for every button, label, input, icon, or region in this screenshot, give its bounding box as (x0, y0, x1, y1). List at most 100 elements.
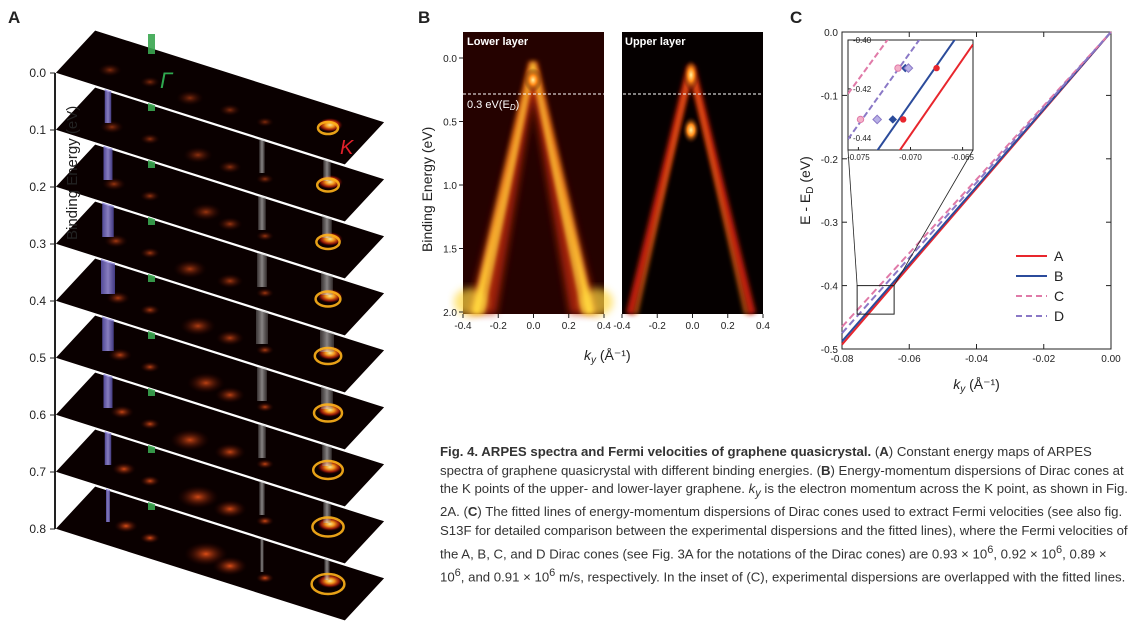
panel-b-y-tick-label: 1.0 (443, 181, 457, 192)
panel-b-x-tick-label: 0.4 (756, 321, 770, 332)
panel-b-x-tick-label: -0.2 (490, 321, 508, 332)
intensity-spot (219, 103, 241, 117)
panel-c-y-tick-label: 0.0 (824, 28, 838, 39)
intensity-spot (256, 174, 274, 184)
panel-c-x-axis-label: ky (Å⁻¹) (953, 376, 1000, 395)
panel-b-x-tick-label: 0.2 (562, 321, 576, 332)
gamma-point-label: Γ (160, 68, 174, 93)
dirac-cone-cylinder-blue (103, 366, 113, 408)
intensity-spot (217, 217, 243, 231)
k-point-cylinder (322, 204, 332, 238)
intensity-spot (140, 190, 160, 202)
k-point-cylinder (321, 375, 333, 409)
intensity-spot (256, 516, 274, 526)
k-point-ring (313, 346, 343, 366)
inset-y-tick-label: -0.40 (853, 36, 872, 45)
inset-point-c (894, 64, 902, 72)
energy-map-plane (54, 86, 386, 223)
dirac-cone-cylinder-blue (101, 252, 115, 294)
energy-map-layer (54, 81, 386, 223)
panel-b-x-tick-label: 0.0 (527, 321, 541, 332)
inset-point-d (903, 63, 914, 74)
dirac-cone-cylinder-ghost (258, 424, 266, 458)
energy-map-layer (54, 252, 386, 394)
inset-line-b (876, 40, 956, 150)
panel-b-x-axis-label: ky (Å⁻¹) (584, 347, 631, 366)
k-point-cylinder (323, 489, 331, 523)
k-point-ring (310, 572, 346, 596)
inset-y-tick-label: -0.44 (853, 134, 872, 143)
dirac-cone-cylinder-ghost (258, 196, 266, 230)
panel-b-y-axis-label: Binding Energy (eV) (419, 127, 435, 252)
legend-label-b: B (1054, 268, 1063, 284)
intensity-spot (256, 345, 274, 355)
k-point-cylinder (321, 261, 333, 295)
panel-c-chart: 0.0 -0.1 -0.2 -0.3 -0.4 -0.5-0.08 -0.06 -0.04 -0… (797, 28, 1121, 395)
inset-point-a (900, 116, 907, 123)
panel-c-x-tick-label: -0.08 (831, 354, 854, 365)
zoom-connector-left (847, 149, 858, 286)
upper-layer-title: Upper layer (625, 36, 686, 48)
inset-line-a (898, 43, 973, 150)
energy-map-layer (54, 309, 386, 451)
panel-b-letter: B (418, 8, 431, 27)
panel-b-x-tick-label: -0.4 (454, 321, 472, 332)
intensity-spot (170, 429, 210, 451)
lower-layer-title: Lower layer (467, 36, 529, 48)
k-point-cylinder (322, 432, 332, 466)
intensity-spot (140, 418, 160, 430)
inset-point-c (856, 115, 865, 124)
series-line-c (841, 31, 1112, 328)
intensity-spot (218, 160, 242, 174)
inset-x-tick-label: -0.065 (951, 153, 974, 162)
energy-map-plane (54, 257, 386, 394)
dirac-cone-cylinder-ghost (257, 253, 267, 287)
energy-map-plane (54, 371, 386, 508)
panel-c-x-tick-label: 0.00 (1101, 354, 1121, 365)
intensity-spot (140, 304, 160, 316)
panel-a-y-tick-label: 0.3 (29, 237, 46, 251)
inset-y-tick-label: -0.42 (853, 85, 872, 94)
intensity-spot (106, 291, 130, 305)
intensity-spot (187, 372, 225, 394)
panel-b-x-tick-label: 0.2 (721, 321, 735, 332)
dirac-cone-cylinder-ghost (259, 481, 265, 515)
intensity-spot (256, 231, 274, 241)
panel-b-y-tick-label: 1.5 (443, 245, 457, 256)
intensity-spot (140, 76, 160, 88)
dirac-cone-cylinder-ghost (260, 538, 264, 572)
panel-c-y-tick-label: -0.4 (821, 282, 839, 293)
intensity-spot (183, 146, 213, 164)
panel-a-y-tick-label: 0.7 (29, 465, 46, 479)
inset-point-a (933, 64, 940, 72)
dirac-cone-cylinder-ghost (259, 139, 265, 173)
intensity-spot (140, 532, 160, 544)
panel-b-x-tick-label: -0.4 (613, 321, 631, 332)
intensity-spot (173, 259, 207, 279)
dirac-cone-cylinder-blue (104, 81, 112, 123)
panel-b-x-tick-label: 0.0 (686, 321, 700, 332)
panel-b-y-tick-label: 0.5 (443, 118, 457, 129)
figure-caption: Fig. 4. ARPES spectra and Fermi velociti… (440, 444, 1128, 584)
intensity-spot (190, 203, 222, 221)
inset-x-tick-label: -0.070 (899, 153, 922, 162)
zoom-box (856, 285, 895, 315)
dirac-energy-annotation: 0.3 eV(ED) (467, 99, 519, 112)
panel-a-y-tick-label: 0.2 (29, 180, 46, 194)
upper-layer-spectrum: Upper layer (622, 32, 763, 315)
intensity-spot (110, 405, 134, 419)
intensity-spot (213, 499, 247, 519)
panel-c-x-tick-label: -0.06 (898, 354, 921, 365)
dirac-cone-cylinder-ghost (256, 310, 268, 344)
panel-a-letter: A (8, 8, 21, 27)
inset-lines (848, 40, 973, 150)
intensity-spot (100, 120, 124, 134)
lower-layer-spectrum: Lower layer (454, 32, 613, 316)
k-point-ring (314, 290, 342, 308)
energy-map-layer (54, 29, 386, 166)
intensity-spot (256, 573, 274, 583)
k-point-ring (315, 177, 341, 193)
k-point-ring (311, 459, 345, 481)
panel-c-x-tick-label: -0.04 (965, 354, 988, 365)
k-point-cylinder (324, 546, 330, 580)
